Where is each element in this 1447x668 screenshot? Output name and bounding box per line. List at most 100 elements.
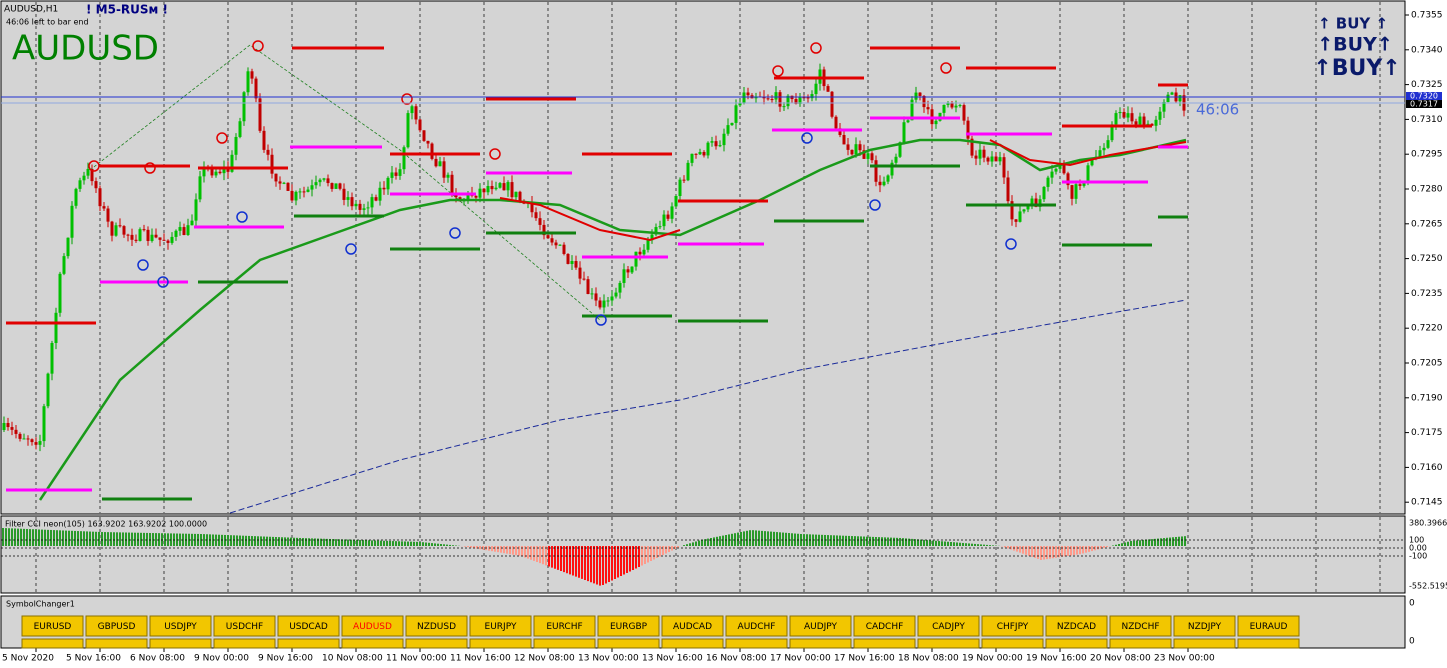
price-tick-label: 0.7220 bbox=[1411, 324, 1443, 334]
candle-body bbox=[2, 423, 6, 430]
symbol-button[interactable] bbox=[341, 615, 404, 637]
symbol-button[interactable] bbox=[1173, 615, 1236, 637]
histogram-bar bbox=[404, 541, 406, 546]
symbol-button[interactable] bbox=[533, 615, 596, 637]
symbol-button[interactable] bbox=[1109, 638, 1172, 649]
histogram-bar bbox=[383, 540, 385, 546]
histogram-bar bbox=[599, 546, 601, 586]
candle-body bbox=[602, 300, 606, 308]
symbol-button[interactable] bbox=[853, 615, 916, 637]
symbol-button[interactable] bbox=[533, 638, 596, 649]
symbol-button[interactable] bbox=[789, 638, 852, 649]
candle-body bbox=[210, 168, 214, 176]
candle-body bbox=[186, 225, 190, 235]
histogram-bar bbox=[1061, 546, 1063, 557]
symbol-button[interactable] bbox=[981, 638, 1044, 649]
histogram-bar bbox=[683, 545, 685, 546]
histogram-bar bbox=[11, 528, 13, 546]
histogram-bar bbox=[1148, 539, 1150, 546]
symbol-button[interactable] bbox=[341, 638, 404, 649]
candle-body bbox=[258, 98, 262, 131]
symbol-button[interactable] bbox=[213, 638, 276, 649]
indicator-level: 0.00 bbox=[1409, 544, 1427, 553]
symbol-button[interactable] bbox=[277, 615, 340, 637]
histogram-bar bbox=[263, 536, 265, 546]
symbol-button[interactable] bbox=[149, 615, 212, 637]
symbol-button[interactable] bbox=[1237, 638, 1300, 649]
histogram-bar bbox=[479, 546, 481, 550]
pane-axis: 0 bbox=[1409, 599, 1415, 609]
symbol-button[interactable] bbox=[149, 638, 212, 649]
histogram-bar bbox=[380, 540, 382, 546]
zigzag bbox=[89, 44, 601, 321]
histogram-bar bbox=[1103, 546, 1105, 548]
symbol-button[interactable] bbox=[661, 638, 724, 649]
symbol-button[interactable] bbox=[597, 615, 660, 637]
symbol-button[interactable] bbox=[789, 615, 852, 637]
symbol-button[interactable] bbox=[1045, 638, 1108, 649]
trend-average bbox=[229, 299, 1187, 514]
symbol-button[interactable] bbox=[1173, 638, 1236, 649]
symbol-button[interactable] bbox=[1237, 615, 1300, 637]
histogram-bar bbox=[125, 532, 127, 546]
candle-body bbox=[534, 212, 538, 219]
symbol-button[interactable] bbox=[917, 615, 980, 637]
histogram-bar bbox=[896, 537, 898, 546]
candle-body bbox=[978, 149, 982, 159]
histogram-bar bbox=[824, 534, 826, 546]
histogram-bar bbox=[671, 546, 673, 551]
symbol-button[interactable] bbox=[1109, 615, 1172, 637]
histogram-bar bbox=[440, 544, 442, 546]
histogram-bar bbox=[1142, 539, 1144, 546]
symbol-button[interactable] bbox=[1045, 615, 1108, 637]
histogram-bar bbox=[926, 540, 928, 546]
symbol-button[interactable] bbox=[21, 615, 84, 637]
symbol-button[interactable] bbox=[213, 615, 276, 637]
symbol-button[interactable] bbox=[469, 638, 532, 649]
symbol-button[interactable] bbox=[917, 638, 980, 649]
histogram-bar bbox=[227, 535, 229, 546]
histogram-bar bbox=[419, 541, 421, 546]
histogram-bar bbox=[236, 535, 238, 546]
candle-body bbox=[670, 206, 674, 219]
histogram-bar bbox=[962, 542, 964, 546]
histogram-bar bbox=[839, 535, 841, 546]
histogram-bar bbox=[608, 546, 610, 582]
histogram-bar bbox=[245, 535, 247, 546]
symbol-button[interactable] bbox=[405, 638, 468, 649]
symbol-button[interactable] bbox=[277, 638, 340, 649]
histogram-bar bbox=[116, 532, 118, 546]
symbol-button[interactable] bbox=[853, 638, 916, 649]
histogram-bar bbox=[758, 530, 760, 546]
histogram-bar bbox=[596, 546, 598, 585]
symbol-button[interactable] bbox=[469, 615, 532, 637]
symbol-button[interactable] bbox=[661, 615, 724, 637]
histogram-bar bbox=[632, 546, 634, 570]
symbol-button[interactable] bbox=[405, 615, 468, 637]
symbol-button[interactable] bbox=[725, 615, 788, 637]
histogram-bar bbox=[884, 537, 886, 546]
symbol-button-label: EURAUD bbox=[1250, 622, 1288, 632]
symbol-button[interactable] bbox=[597, 638, 660, 649]
histogram-bar bbox=[1079, 546, 1081, 555]
candle-body bbox=[1006, 177, 1010, 202]
symbol-button-label: NZDCHF bbox=[1121, 622, 1159, 632]
symbol-button[interactable] bbox=[981, 615, 1044, 637]
candle-body bbox=[162, 239, 166, 241]
symbol-button[interactable] bbox=[85, 615, 148, 637]
histogram-bar bbox=[389, 540, 391, 546]
symbol-button[interactable] bbox=[21, 638, 84, 649]
histogram-bar bbox=[956, 542, 958, 546]
histogram-bar bbox=[836, 535, 838, 546]
symbol-button-label: EURJPY bbox=[485, 622, 517, 632]
symbol-button-label: AUDJPY bbox=[804, 622, 838, 632]
candle-body bbox=[494, 187, 498, 190]
candle-body bbox=[342, 188, 346, 200]
histogram-bar bbox=[1046, 546, 1048, 560]
histogram-bar bbox=[140, 532, 142, 546]
symbol-button[interactable] bbox=[725, 638, 788, 649]
symbol-button[interactable] bbox=[85, 638, 148, 649]
time-tick-label: 6 Nov 08:00 bbox=[130, 654, 185, 664]
candle-body bbox=[190, 220, 194, 226]
candle-body bbox=[94, 181, 98, 189]
